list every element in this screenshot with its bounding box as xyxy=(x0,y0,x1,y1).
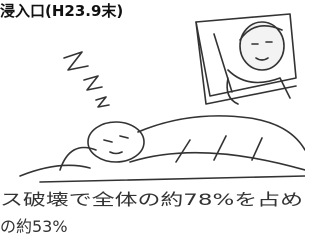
title: 浸入口(H23.9末) xyxy=(0,2,123,20)
caption-line: ス破壊で全体の約78%を占め xyxy=(0,190,303,209)
page: 浸入口(H23.9末) ス破壊で全体の約78%を占め の約53% (() => … xyxy=(0,0,320,246)
caption-line: の約53% xyxy=(0,217,68,236)
illustration-panel: 浸入口(H23.9末) ス破壊で全体の約78%を占め の約53% xyxy=(0,0,305,246)
